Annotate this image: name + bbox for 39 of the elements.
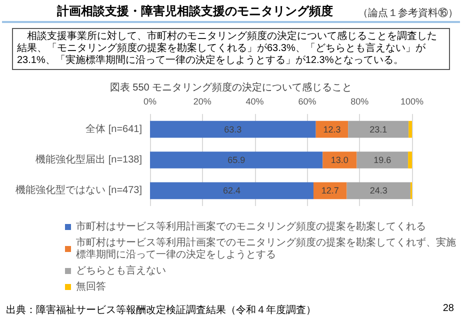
- bar: [150, 120, 316, 138]
- bar: [313, 182, 347, 200]
- x-tick-label: 100%: [400, 96, 424, 106]
- data-label: 63.3: [224, 124, 242, 134]
- data-label: 13.0: [330, 155, 348, 165]
- bar: [150, 152, 323, 168]
- x-tick-label: 0%: [143, 96, 157, 106]
- bar: [150, 182, 314, 200]
- x-tick-label: 20%: [193, 96, 212, 106]
- y-tick-label: 機能強化型ではない [n=473]: [16, 184, 142, 196]
- data-label: 19.6: [374, 155, 392, 165]
- data-label: 12.3: [323, 124, 341, 134]
- legend-label: 市町村はサービス等利用計画案でのモニタリング頻度の提案を勘案してくれず、実施標準期間に沿って一律の決定をしようとする: [76, 236, 456, 260]
- x-tick-label: 60%: [298, 96, 316, 106]
- bar: [408, 152, 412, 168]
- text: 28: [442, 303, 454, 314]
- text: 計画相談支援・障害児相談支援のモニタリング頻度: [56, 3, 334, 20]
- bar: [346, 182, 410, 200]
- bar: [316, 120, 348, 138]
- chart-title: 図表 550 モニタリング頻度の決定について感じること: [110, 82, 352, 94]
- x-tick-label: 40%: [246, 96, 264, 106]
- bar: [356, 152, 408, 168]
- bar: [322, 152, 357, 168]
- data-label: 12.7: [321, 186, 339, 196]
- bar: [348, 120, 409, 138]
- y-tick-label: 機能強化型届出 [n=138]: [36, 154, 142, 166]
- data-label: 23.1: [370, 124, 388, 134]
- bar: [408, 120, 412, 138]
- text: （論点１参考資料⑯）: [358, 6, 458, 20]
- data-label: 62.4: [222, 186, 241, 196]
- source-note: 出典：障害福祉サービス等報酬改定検証調査結果（令和４年度調査）: [6, 304, 316, 317]
- data-label: 65.9: [228, 155, 246, 165]
- data-label: 24.3: [370, 186, 388, 196]
- legend-label: 無回答: [76, 280, 106, 292]
- legend-label: どちらとも言えない: [76, 264, 166, 276]
- legend-label: 市町村はサービス等利用計画案でのモニタリング頻度の提案を勘案してくれる: [76, 220, 426, 232]
- x-tick-label: 80%: [350, 96, 369, 106]
- y-tick-label: 全体 [n=641]: [86, 122, 142, 135]
- text: 相談支援事業所に対して、市町村のモニタリング頻度の決定について感じることを調査した結果、「モニタリング頻度の提案を勘案してくれる」が63.3%、「どちらとも言えない」が23.1%、「実施標準期間に沿って一律の決定をしようとする」が12.3%となっている。: [12, 28, 450, 70]
